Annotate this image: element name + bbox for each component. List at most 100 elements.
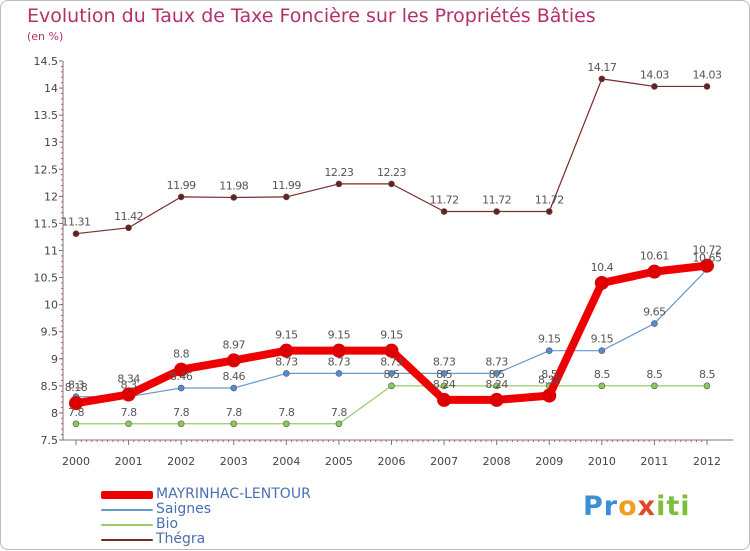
x-tick-label: 2010 [588,455,616,468]
series-point-3 [335,180,343,188]
series-point-3 [388,180,395,188]
y-tick-label: 12 [44,190,58,203]
legend-item-thegra: Thégra [101,532,311,547]
x-tick-label: 2007 [430,455,458,468]
series-point-0 [279,343,294,358]
data-label: 7.8 [68,406,84,419]
legend-swatch-thegra [101,538,153,541]
data-label: 11.72 [482,194,511,207]
data-label: 8.46 [223,370,246,383]
data-label: 7.8 [173,406,189,419]
series-point-2 [335,420,343,428]
data-label: 8.73 [380,355,403,368]
y-tick-label: 7.5 [41,434,59,447]
data-label: 11.98 [219,179,248,192]
series-point-0 [121,387,136,402]
series-point-2 [177,420,185,428]
series-point-3 [125,224,132,232]
data-label: 14.17 [587,61,616,74]
series-point-0 [384,343,399,358]
series-point-0 [647,264,662,279]
data-label: 8.24 [433,378,456,391]
series-point-0 [542,388,557,403]
data-label: 9.15 [591,333,614,346]
legend-item-saignes: Saignes [101,502,311,517]
x-tick-label: 2000 [62,455,90,468]
series-point-1 [388,370,395,377]
data-label: 8.5 [541,368,557,381]
x-tick-label: 2009 [535,455,563,468]
data-label: 7.8 [331,406,347,419]
y-tick-label: 13 [44,136,58,149]
y-tick-label: 10 [44,299,58,312]
series-point-2 [230,420,238,428]
series-point-3 [598,75,606,83]
data-label: 14.03 [693,68,722,81]
data-label: 11.72 [535,194,564,207]
y-tick-label: 13.5 [34,109,59,122]
x-tick-label: 2008 [483,455,511,468]
data-label: 7.8 [226,406,242,419]
y-tick-label: 14 [44,82,58,95]
data-label: 8.73 [485,355,508,368]
y-tick-label: 10.5 [34,272,59,285]
series-point-3 [177,193,185,201]
data-label: 10.4 [591,261,614,274]
series-point-0 [489,392,504,407]
x-tick-label: 2012 [693,455,721,468]
logo-part-3: x [637,491,657,522]
data-label: 8.8 [173,348,189,361]
data-label: 11.99 [272,179,301,192]
data-label: 10.65 [693,251,722,264]
series-point-3 [283,193,290,201]
data-label: 12.23 [324,166,353,179]
series-point-0 [437,392,452,407]
series-point-1 [283,370,290,377]
logo-part-2: o [618,491,638,522]
data-label: 11.42 [114,210,143,223]
series-point-1 [493,370,500,377]
data-label: 8.73 [275,355,298,368]
series-point-2 [125,420,132,428]
data-label: 8.73 [328,355,351,368]
data-label: 9.15 [538,333,561,346]
data-label: 8.97 [223,338,246,351]
legend-label-mayrinhac: MAYRINHAC-LENTOUR [156,486,311,502]
series-point-1 [230,384,238,392]
x-tick-label: 2011 [640,455,668,468]
series-point-2 [388,382,395,390]
series-point-1 [545,347,553,354]
x-tick-label: 2004 [272,455,300,468]
series-point-3 [703,83,711,90]
x-tick-label: 2006 [378,455,406,468]
series-point-0 [594,275,609,290]
legend-swatch-mayrinhac [101,490,153,499]
y-tick-label: 11 [44,245,58,258]
data-label: 8.46 [170,370,193,383]
series-point-2 [703,382,711,390]
legend-swatch-saignes [101,508,153,511]
series-point-2 [283,420,290,428]
y-tick-label: 12.5 [34,163,59,176]
data-label: 7.8 [278,406,294,419]
data-label: 8.73 [433,355,456,368]
series-point-3 [230,194,238,201]
series-point-1 [335,370,343,377]
series-point-2 [72,420,80,428]
series-point-0 [69,396,83,411]
data-label: 11.72 [430,194,459,207]
data-label: 8.5 [699,368,715,381]
data-label: 8.34 [117,373,140,386]
data-label: 9.65 [643,306,666,319]
y-tick-label: 8 [51,407,58,420]
series-point-2 [440,382,448,390]
data-label: 14.03 [640,68,669,81]
x-tick-label: 2002 [167,455,195,468]
series-point-3 [651,83,658,90]
legend: MAYRINHAC-LENTOUR Saignes Bio Thégra [101,487,311,547]
data-label: 8.18 [65,381,88,394]
legend-label-bio: Bio [156,516,179,532]
legend-label-thegra: Thégra [156,531,206,547]
x-tick-label: 2001 [115,455,143,468]
